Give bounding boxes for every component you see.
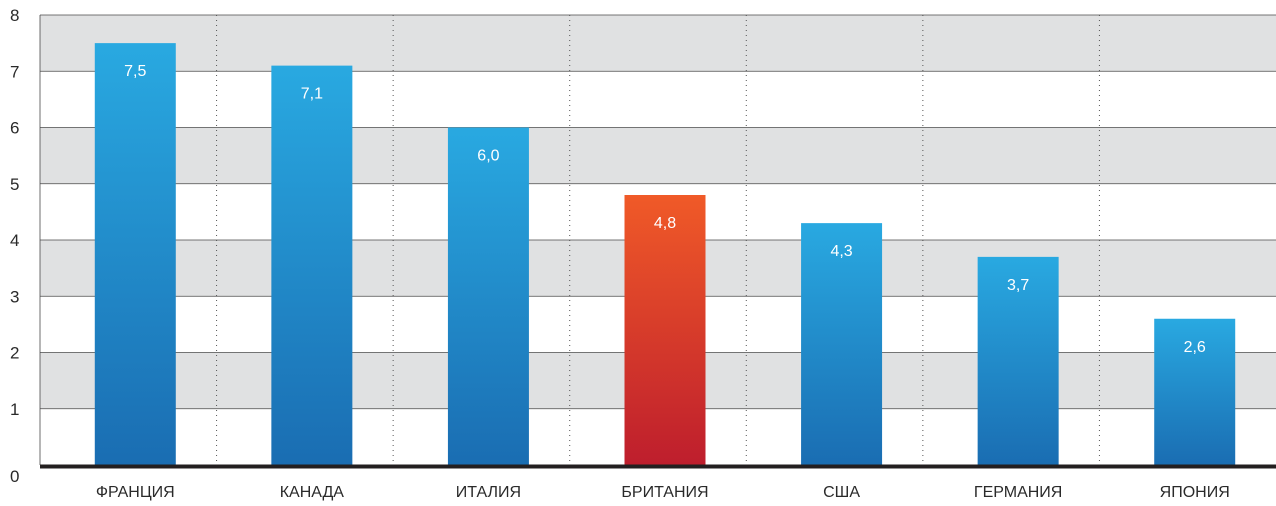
x-category-label: КАНАДА [280,484,345,501]
x-axis-labels: ФРАНЦИЯ КАНАДА ИТАЛИЯ БРИТАНИЯ США ГЕРМАНИЯ ЯП… [96,484,1230,501]
bar [94,43,176,465]
bar [1154,318,1236,465]
bar [271,65,353,465]
grid-band [40,127,1276,184]
y-tick-label: 3 [10,287,19,306]
bar [624,195,706,465]
y-tick-label: 1 [10,400,19,419]
y-tick-label: 6 [10,119,19,138]
y-tick-label: 5 [10,175,19,194]
x-category-label: ЯПОНИЯ [1160,484,1230,501]
y-axis-ticks: 0 1 2 3 4 5 6 7 8 [10,6,19,486]
bar [801,223,883,465]
x-category-label: ГЕРМАНИЯ [974,484,1062,501]
x-category-label: ФРАНЦИЯ [96,484,175,501]
bar-value-label: 6,0 [477,148,499,165]
x-category-label: США [823,484,860,501]
bar-value-label: 4,8 [654,215,676,232]
y-tick-label: 8 [10,6,19,25]
bar-value-label: 2,6 [1184,339,1206,356]
bar [977,256,1059,465]
bar-value-label: 3,7 [1007,277,1029,294]
y-tick-label: 4 [10,231,19,250]
bar-value-label: 7,1 [301,86,323,103]
grid-band [40,15,1276,72]
bar [447,127,529,465]
bar-value-label: 4,3 [830,243,852,260]
bars: 7,5 7,1 6,0 4,8 4,3 3,7 2,6 [94,43,1236,465]
bar-value-label: 7,5 [124,63,146,80]
grid-separators [216,15,1100,465]
x-category-label: ИТАЛИЯ [456,484,521,501]
y-tick-label: 2 [10,344,19,363]
x-category-label: БРИТАНИЯ [621,484,708,501]
y-tick-label: 7 [10,62,19,81]
y-tick-label: 0 [10,467,19,486]
